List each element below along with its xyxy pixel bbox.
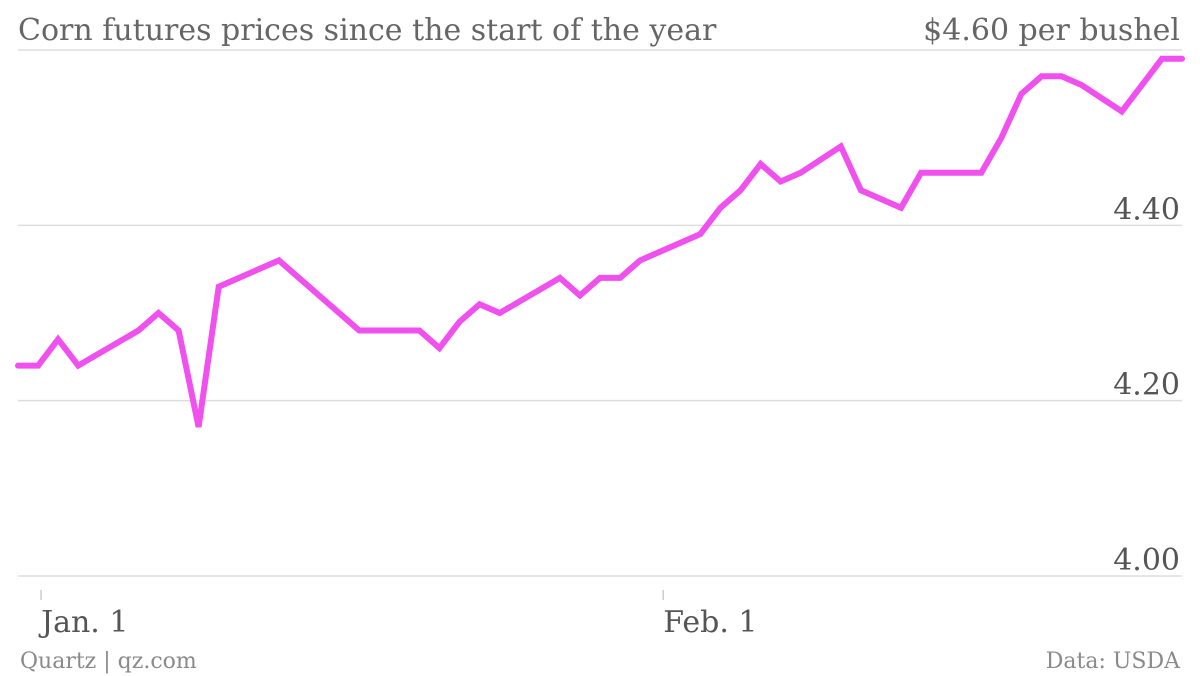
data-point bbox=[1079, 82, 1085, 88]
y-axis-ticks: 4.40 4.20 4.00 bbox=[1113, 192, 1180, 578]
data-point bbox=[778, 179, 784, 185]
data-point bbox=[155, 310, 161, 316]
data-point bbox=[557, 275, 563, 281]
data-point bbox=[978, 170, 984, 176]
data-point bbox=[477, 301, 483, 307]
data-point bbox=[798, 170, 804, 176]
data-point bbox=[697, 231, 703, 237]
footer-source-left: Quartz | qz.com bbox=[20, 649, 197, 674]
data-point bbox=[1139, 82, 1145, 88]
series-line bbox=[15, 55, 1185, 428]
data-point bbox=[216, 284, 222, 290]
data-point bbox=[758, 161, 764, 167]
data-point bbox=[376, 328, 382, 334]
data-point bbox=[1119, 108, 1125, 114]
data-point bbox=[497, 310, 503, 316]
data-point bbox=[717, 205, 723, 211]
data-point bbox=[356, 328, 362, 334]
data-point bbox=[938, 170, 944, 176]
data-point bbox=[858, 187, 864, 193]
data-point bbox=[276, 257, 282, 263]
data-point bbox=[1039, 73, 1045, 79]
data-point bbox=[918, 170, 924, 176]
data-point bbox=[838, 143, 844, 149]
data-point bbox=[457, 319, 463, 325]
data-point bbox=[737, 187, 743, 193]
data-point bbox=[1059, 73, 1065, 79]
data-point bbox=[75, 363, 81, 369]
chart-title: Corn futures prices since the start of t… bbox=[18, 13, 717, 48]
footer-source-right: Data: USDA bbox=[1046, 649, 1181, 674]
data-point bbox=[176, 328, 182, 334]
data-point bbox=[35, 363, 41, 369]
data-point bbox=[416, 328, 422, 334]
data-point bbox=[1159, 56, 1165, 62]
data-point bbox=[617, 275, 623, 281]
x-tick-label: Jan. 1 bbox=[38, 605, 128, 640]
data-point bbox=[1018, 91, 1024, 97]
data-point bbox=[196, 424, 202, 430]
y-tick-label: 4.00 bbox=[1113, 543, 1180, 578]
data-point bbox=[958, 170, 964, 176]
top-value-label: $4.60 per bushel bbox=[923, 13, 1180, 48]
data-point bbox=[436, 345, 442, 351]
data-point bbox=[135, 328, 141, 334]
grid-layer bbox=[18, 49, 1182, 577]
data-point bbox=[998, 135, 1004, 141]
x-axis-ticks: Jan. 1 Feb. 1 bbox=[38, 590, 758, 640]
data-point bbox=[15, 363, 21, 369]
data-point bbox=[898, 205, 904, 211]
data-point bbox=[55, 336, 61, 342]
y-tick-label: 4.40 bbox=[1113, 192, 1180, 227]
data-point bbox=[1179, 56, 1185, 62]
x-tick-label: Feb. 1 bbox=[663, 605, 757, 640]
data-point bbox=[637, 257, 643, 263]
y-tick-label: 4.20 bbox=[1113, 368, 1180, 403]
data-point bbox=[577, 292, 583, 298]
series-layer bbox=[15, 55, 1185, 430]
data-point bbox=[597, 275, 603, 281]
